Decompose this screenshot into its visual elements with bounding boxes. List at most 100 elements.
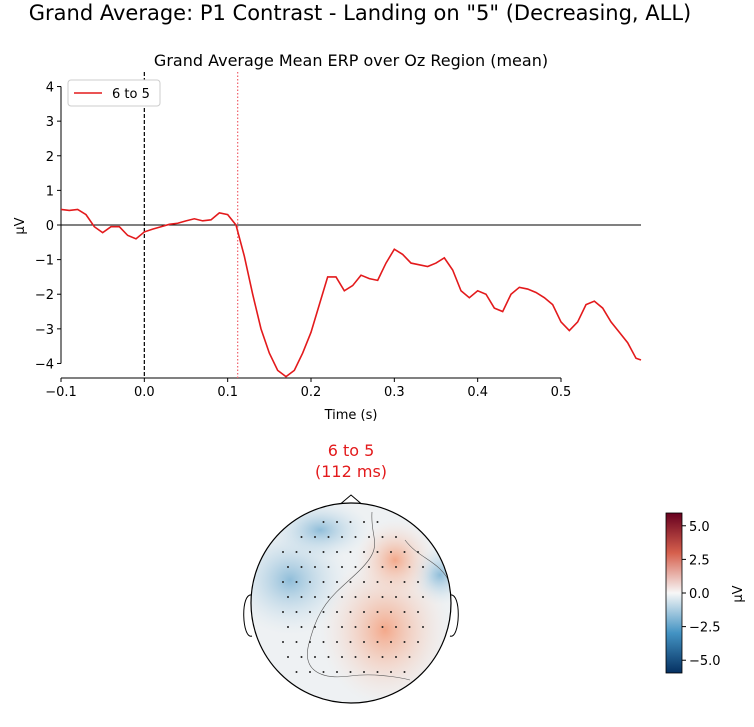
sensor	[381, 536, 384, 538]
sensor	[341, 626, 343, 628]
sensor	[390, 641, 392, 643]
colorbar-tick-label: 5.0	[689, 520, 710, 535]
sensor	[314, 656, 316, 658]
sensor	[341, 536, 343, 538]
sensor	[349, 671, 352, 673]
sensor	[314, 566, 316, 568]
figure-title: Grand Average: P1 Contrast - Landing on …	[29, 1, 692, 25]
sensor	[314, 626, 316, 628]
sensor	[309, 551, 311, 553]
sensor	[336, 521, 338, 523]
sensor	[341, 596, 343, 598]
sensor	[300, 656, 303, 658]
sensor	[300, 566, 303, 568]
sensor	[403, 671, 406, 673]
sensor	[314, 596, 316, 598]
sensor	[390, 611, 392, 613]
sensor	[327, 656, 330, 658]
y-tick-label: 3	[46, 115, 54, 130]
sensor	[422, 566, 424, 568]
topomap	[243, 494, 459, 704]
legend-label: 6 to 5	[112, 87, 150, 102]
x-tick-label: 0.5	[551, 385, 572, 400]
sensor	[395, 656, 397, 658]
sensor	[295, 671, 298, 673]
sensor	[408, 566, 411, 568]
sensor	[368, 596, 370, 598]
y-tick-label: 2	[46, 150, 54, 165]
sensor	[322, 671, 325, 673]
sensor	[282, 551, 284, 553]
topomap-title: 6 to 5	[328, 441, 375, 460]
sensor	[287, 566, 289, 568]
sensor	[309, 581, 311, 583]
y-tick-label: 1	[46, 184, 54, 199]
sensor	[363, 611, 365, 613]
axes-title: Grand Average Mean ERP over Oz Region (m…	[154, 51, 548, 70]
sensor	[395, 596, 397, 598]
sensor	[363, 521, 365, 523]
sensor	[381, 626, 384, 628]
sensor	[354, 626, 357, 628]
y-tick-label: −2	[35, 288, 54, 303]
colorbar-label: µV	[731, 585, 746, 602]
sensor	[336, 581, 338, 583]
sensor	[349, 551, 352, 553]
y-tick-label: −4	[35, 357, 54, 372]
sensor	[381, 566, 384, 568]
sensor	[363, 551, 365, 553]
sensor	[403, 611, 406, 613]
topomap-subtitle: (112 ms)	[315, 462, 387, 481]
sensor	[349, 581, 352, 583]
sensor	[390, 551, 392, 553]
sensor	[349, 521, 352, 523]
sensor	[300, 626, 303, 628]
sensor	[354, 656, 357, 658]
sensor	[417, 611, 419, 613]
sensor	[287, 656, 289, 658]
sensor	[376, 671, 379, 673]
sensor	[322, 551, 325, 553]
sensor	[417, 581, 419, 583]
sensor	[368, 536, 370, 538]
sensor	[322, 581, 325, 583]
sensor	[381, 596, 384, 598]
sensor	[368, 566, 370, 568]
sensor	[327, 626, 330, 628]
sensor	[403, 581, 406, 583]
sensor	[295, 611, 298, 613]
sensor	[376, 611, 379, 613]
sensor	[363, 671, 365, 673]
sensor	[368, 626, 370, 628]
sensor	[309, 641, 311, 643]
sensor	[282, 641, 284, 643]
sensor	[381, 656, 384, 658]
colorbar-tick-label: −5.0	[689, 654, 721, 669]
sensor	[300, 536, 303, 538]
sensor	[417, 641, 419, 643]
sensor	[408, 656, 411, 658]
sensor	[327, 566, 330, 568]
y-axis-label: µV	[13, 217, 28, 234]
sensor	[322, 611, 325, 613]
sensor	[327, 536, 330, 538]
sensor	[322, 521, 325, 523]
sensor	[408, 596, 411, 598]
sensor	[403, 551, 406, 553]
sensor	[341, 656, 343, 658]
y-tick-label: −3	[35, 323, 54, 338]
x-tick-label: 0.3	[384, 385, 405, 400]
y-tick-label: −1	[35, 254, 54, 269]
x-tick-label: −0.1	[45, 385, 77, 400]
sensor	[376, 641, 379, 643]
sensor	[376, 521, 379, 523]
sensor	[349, 611, 352, 613]
sensor	[341, 566, 343, 568]
colorbar-tick-label: −2.5	[689, 621, 721, 636]
sensor	[376, 551, 379, 553]
sensor	[314, 536, 316, 538]
sensor	[295, 641, 298, 643]
sensor	[282, 611, 284, 613]
sensor	[368, 656, 370, 658]
